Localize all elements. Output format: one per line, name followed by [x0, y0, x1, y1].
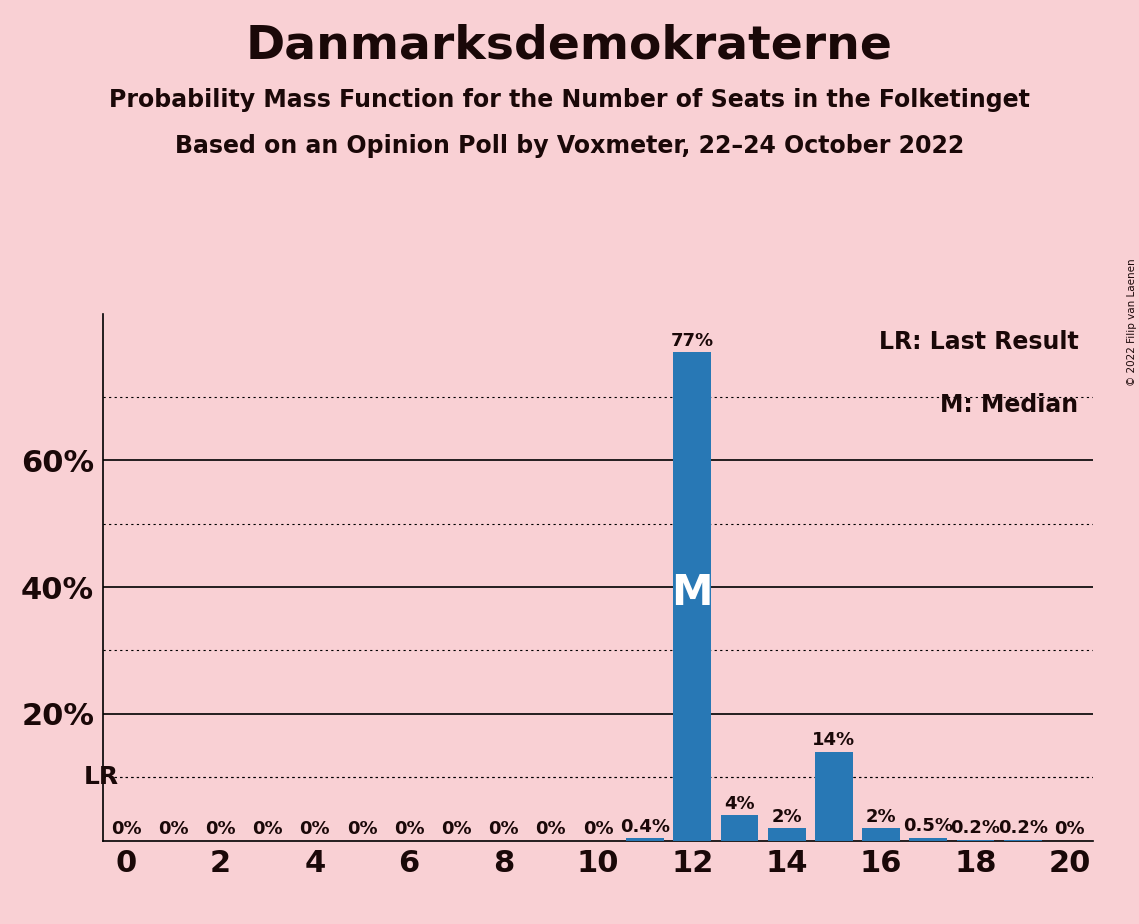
Text: 77%: 77%: [671, 332, 714, 349]
Text: 0.2%: 0.2%: [998, 819, 1048, 837]
Bar: [768, 828, 805, 841]
Text: Danmarksdemokraterne: Danmarksdemokraterne: [246, 23, 893, 68]
Text: 0%: 0%: [205, 821, 236, 838]
Text: 0%: 0%: [253, 821, 282, 838]
Bar: [1003, 840, 1041, 841]
Text: 0%: 0%: [158, 821, 189, 838]
Text: 0.5%: 0.5%: [903, 817, 953, 835]
Text: M: Median: M: Median: [941, 394, 1079, 417]
Text: 0.4%: 0.4%: [620, 818, 670, 836]
Text: 0.2%: 0.2%: [950, 819, 1000, 837]
Text: 0%: 0%: [441, 821, 472, 838]
Text: 2%: 2%: [771, 808, 802, 826]
Text: 0%: 0%: [583, 821, 613, 838]
Text: M: M: [672, 572, 713, 614]
Text: 2%: 2%: [866, 808, 896, 826]
Text: LR: LR: [83, 765, 118, 789]
Text: 0%: 0%: [535, 821, 566, 838]
Text: LR: Last Result: LR: Last Result: [879, 330, 1079, 354]
Bar: [673, 352, 711, 841]
Text: 4%: 4%: [724, 795, 755, 813]
Text: Based on an Opinion Poll by Voxmeter, 22–24 October 2022: Based on an Opinion Poll by Voxmeter, 22…: [175, 134, 964, 158]
Text: 0%: 0%: [489, 821, 519, 838]
Text: 0%: 0%: [110, 821, 141, 838]
Text: 0%: 0%: [394, 821, 425, 838]
Text: 0%: 0%: [300, 821, 330, 838]
Bar: [862, 828, 900, 841]
Text: 14%: 14%: [812, 732, 855, 749]
Text: Probability Mass Function for the Number of Seats in the Folketinget: Probability Mass Function for the Number…: [109, 88, 1030, 112]
Bar: [626, 838, 664, 841]
Text: 0%: 0%: [1055, 821, 1085, 838]
Bar: [721, 816, 759, 841]
Bar: [909, 838, 948, 841]
Bar: [816, 752, 853, 841]
Bar: [957, 840, 994, 841]
Text: © 2022 Filip van Laenen: © 2022 Filip van Laenen: [1126, 259, 1137, 386]
Text: 0%: 0%: [346, 821, 377, 838]
